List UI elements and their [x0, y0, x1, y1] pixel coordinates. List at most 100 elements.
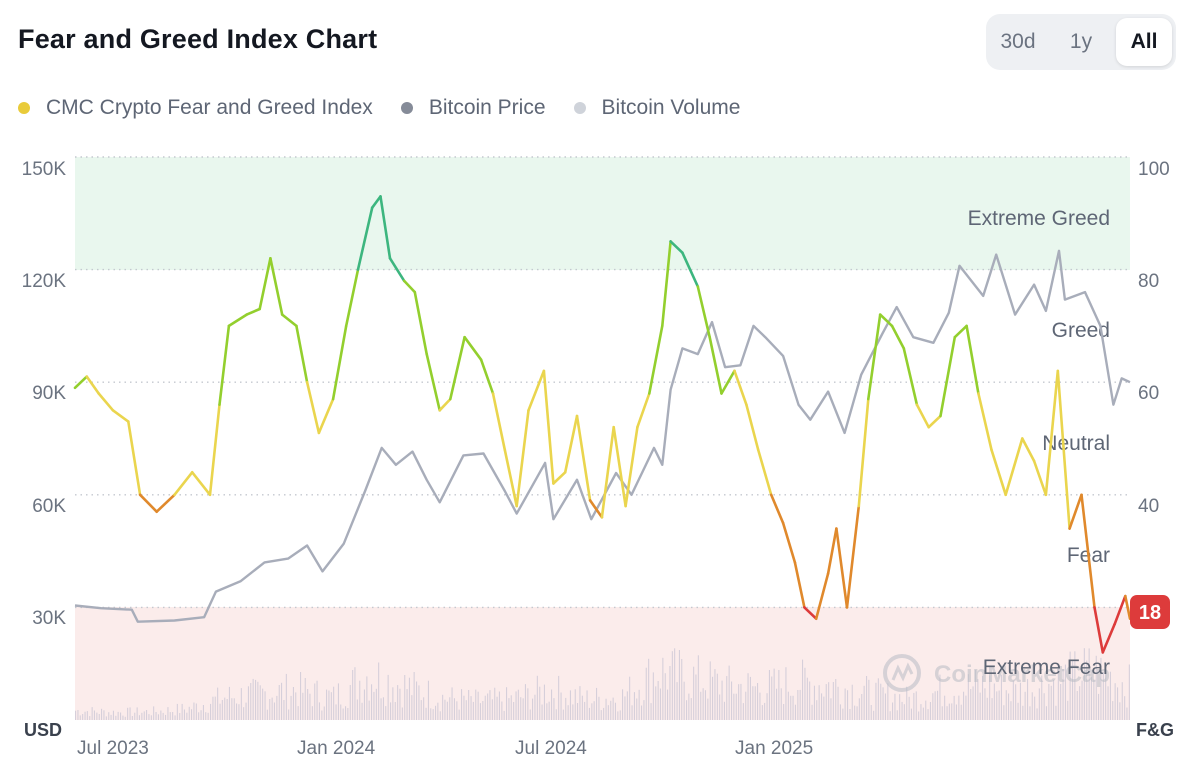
volume-bar	[110, 714, 112, 720]
volume-bar	[681, 659, 683, 720]
legend-label-bitcoin-price: Bitcoin Price	[428, 96, 546, 119]
volume-bar	[345, 706, 347, 720]
legend-item-fear-greed[interactable]: CMC Crypto Fear and Greed Index	[18, 96, 373, 120]
volume-bar	[463, 695, 465, 720]
volume-bar	[645, 667, 647, 720]
volume-bar	[759, 692, 761, 720]
volume-bar	[1098, 693, 1100, 720]
fear-greed-segment	[953, 324, 968, 339]
volume-bar	[131, 716, 133, 720]
volume-bar	[806, 677, 808, 720]
volume-bar	[461, 689, 463, 720]
fear-greed-segment	[600, 425, 616, 519]
volume-bar	[1008, 693, 1010, 720]
volume-bar	[117, 711, 119, 720]
volume-bar	[205, 712, 207, 720]
volume-bar	[702, 688, 704, 720]
volume-bar	[273, 702, 275, 720]
volume-bar	[780, 688, 782, 720]
volume-bar	[688, 693, 690, 720]
volume-bar	[532, 698, 534, 720]
volume-bar	[449, 697, 451, 720]
volume-bar	[356, 699, 358, 720]
volume-bar	[103, 710, 105, 720]
volume-bar	[255, 679, 257, 720]
volume-bar	[584, 701, 586, 720]
volume-bar	[515, 691, 517, 720]
volume-bar	[86, 711, 88, 720]
volume-bar	[740, 683, 742, 720]
volume-bar	[1017, 702, 1019, 720]
volume-bar	[764, 702, 766, 720]
volume-bar	[252, 678, 254, 720]
fear-greed-segment	[835, 527, 849, 609]
volume-bar	[733, 693, 735, 720]
current-value-badge-bg	[1130, 595, 1170, 629]
volume-bar	[662, 657, 664, 720]
volume-bar	[787, 691, 789, 720]
volume-bar	[489, 690, 491, 720]
volume-bar	[1088, 648, 1090, 720]
volume-bar	[1072, 659, 1074, 720]
volume-bar	[937, 690, 939, 720]
volume-bar	[259, 685, 261, 720]
fear-greed-segment	[1032, 459, 1048, 497]
legend-label-bitcoin-volume: Bitcoin Volume	[601, 96, 741, 119]
zone-label-greed: Greed	[1052, 319, 1110, 342]
volume-bar	[877, 678, 879, 720]
volume-bar	[669, 666, 671, 720]
fear-greed-segment	[85, 375, 100, 395]
volume-bar	[300, 672, 302, 720]
volume-bar	[925, 700, 927, 720]
volume-bar	[603, 707, 605, 720]
volume-bar	[408, 677, 410, 720]
volume-bar	[591, 703, 593, 720]
volume-bar	[165, 714, 167, 720]
volume-bar	[600, 710, 602, 720]
volume-bar	[416, 681, 418, 720]
range-1y-button[interactable]: 1y	[1069, 30, 1093, 53]
volume-bar	[967, 674, 969, 720]
volume-bar	[641, 705, 643, 720]
range-30d-button[interactable]: 30d	[1000, 30, 1036, 53]
volume-bar	[572, 704, 574, 720]
volume-bar	[122, 715, 124, 720]
volume-bar	[899, 694, 901, 720]
volume-bar	[1079, 686, 1081, 720]
volume-bar	[690, 698, 692, 720]
volume-bar	[425, 707, 427, 720]
volume-bar	[169, 712, 171, 720]
fear-greed-segment	[696, 285, 712, 339]
volume-bar	[901, 701, 903, 720]
volume-bar	[453, 698, 455, 720]
volume-bar	[247, 686, 249, 720]
legend-item-bitcoin-volume[interactable]: Bitcoin Volume	[573, 96, 741, 120]
volume-bar	[892, 702, 894, 720]
fear-greed-segment	[769, 493, 785, 525]
volume-bar	[302, 692, 304, 720]
volume-bar	[970, 689, 972, 720]
volume-bar	[1069, 651, 1071, 720]
volume-bar	[93, 710, 95, 720]
volume-bar	[420, 700, 422, 720]
volume-bar	[176, 703, 178, 720]
volume-bar	[243, 707, 245, 720]
volume-bar	[991, 698, 993, 720]
volume-bar	[939, 674, 941, 720]
volume-bar	[1060, 684, 1062, 720]
fear-greed-segment	[479, 358, 495, 395]
volume-bar	[378, 662, 380, 720]
volume-bar	[686, 700, 688, 720]
volume-bar	[918, 711, 920, 720]
legend-item-bitcoin-price[interactable]: Bitcoin Price	[400, 96, 546, 120]
volume-bar	[435, 705, 437, 720]
volume-bar	[1119, 702, 1121, 720]
volume-bar	[757, 683, 759, 720]
range-all-button[interactable]: All	[1116, 18, 1172, 66]
volume-bar	[664, 673, 666, 720]
volume-bar	[314, 683, 316, 720]
bitcoin-price-line	[74, 249, 1131, 623]
volume-bar	[1005, 690, 1007, 720]
volume-bar	[565, 697, 567, 720]
